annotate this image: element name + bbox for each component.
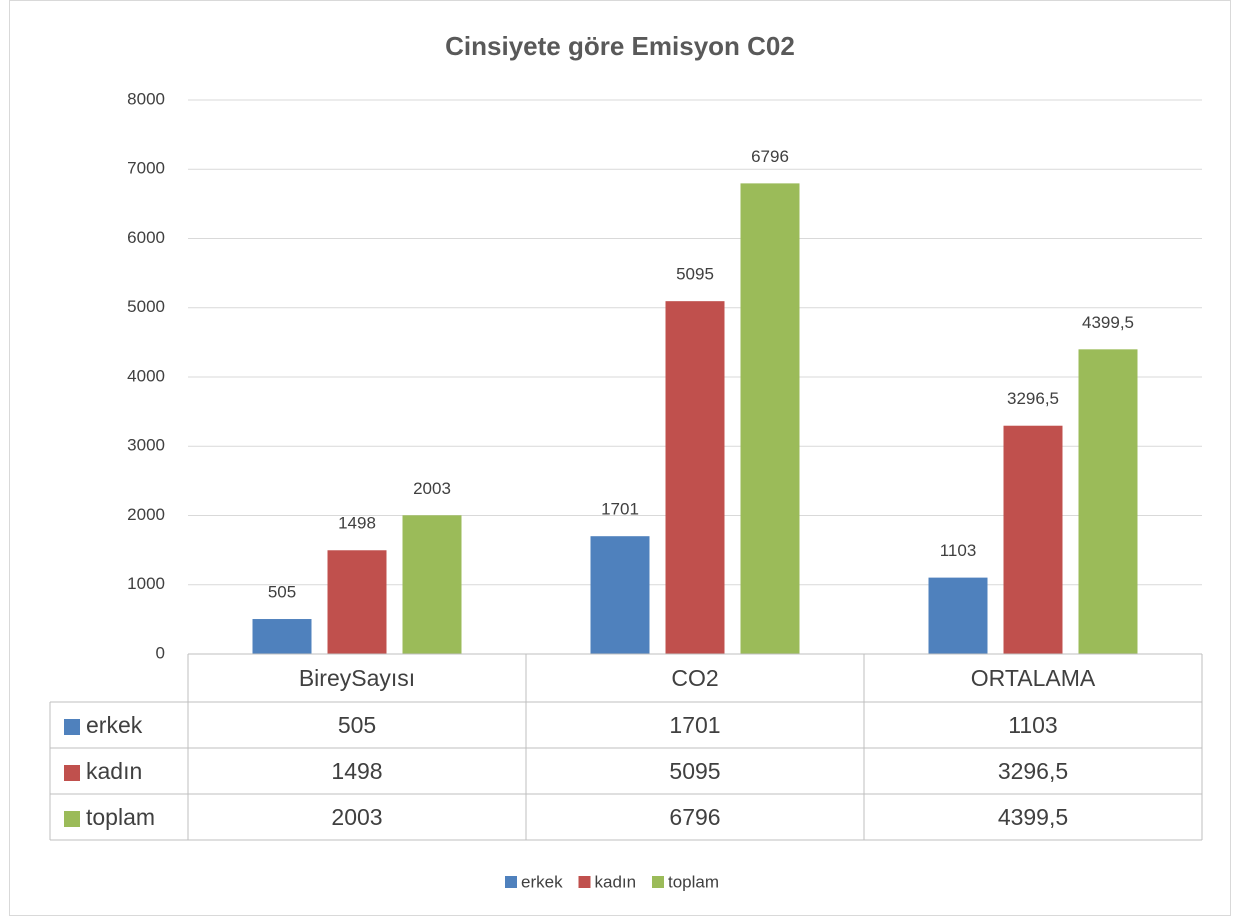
y-tick-label: 4000 (127, 366, 165, 385)
table-row-label: erkek (86, 712, 143, 738)
table-cell: 3296,5 (998, 758, 1068, 784)
bar (740, 183, 800, 654)
data-label: 6796 (751, 147, 789, 166)
bar (1003, 425, 1063, 654)
y-tick-label: 7000 (127, 159, 165, 178)
table-row-label: kadın (86, 758, 142, 784)
y-tick-label: 2000 (127, 505, 165, 524)
y-tick-label: 3000 (127, 436, 165, 455)
y-tick-label: 6000 (127, 228, 165, 247)
data-label: 1498 (338, 514, 376, 533)
legend-key (578, 876, 591, 888)
legend-key (64, 719, 80, 735)
data-label: 4399,5 (1082, 313, 1134, 332)
data-label: 3296,5 (1007, 389, 1059, 408)
table-cell: 1103 (1008, 712, 1057, 738)
bar (1078, 349, 1138, 654)
table-cell: 6796 (669, 804, 720, 830)
legend-key (505, 876, 517, 888)
table-cell: 5095 (669, 758, 720, 784)
chart-title: Cinsiyete göre Emisyon C02 (445, 31, 795, 61)
bar (928, 577, 988, 654)
data-label: 1103 (940, 541, 977, 560)
data-label: 1701 (601, 500, 639, 519)
table-cell: 1701 (669, 712, 720, 738)
y-tick-label: 8000 (127, 89, 165, 108)
table-cell: 4399,5 (998, 804, 1068, 830)
legend-label: toplam (668, 872, 719, 891)
x-tick-label: CO2 (671, 665, 718, 691)
bar (402, 515, 462, 654)
x-tick-label: ORTALAMA (971, 665, 1096, 691)
table-cell: 2003 (331, 804, 382, 830)
legend-label: kadın (595, 872, 637, 891)
x-tick-label: BireySayısı (299, 665, 415, 691)
y-tick-label: 5000 (127, 297, 165, 316)
legend-key (64, 811, 80, 827)
y-tick-label: 0 (156, 643, 165, 662)
data-label: 2003 (413, 479, 451, 498)
table-cell: 1498 (331, 758, 382, 784)
table-cell: 505 (338, 712, 376, 738)
data-label: 505 (268, 583, 296, 602)
data-label: 5095 (676, 265, 714, 284)
table-row-label: toplam (86, 804, 155, 830)
bar (327, 550, 387, 654)
legend-key (64, 765, 80, 781)
legend-label: erkek (521, 872, 563, 891)
bar (665, 301, 725, 654)
y-tick-label: 1000 (127, 574, 165, 593)
bar (590, 536, 650, 654)
legend-key (652, 876, 664, 888)
bar (252, 619, 312, 654)
